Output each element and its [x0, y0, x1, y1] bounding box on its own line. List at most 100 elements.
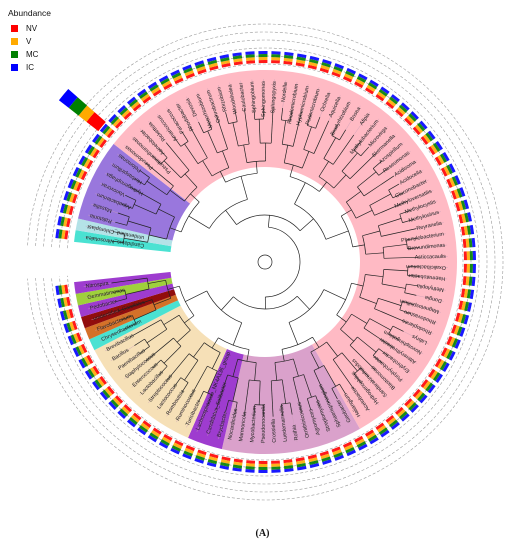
abundance-bar-mc	[171, 72, 182, 79]
branch	[125, 288, 150, 295]
abundance-bar-v	[208, 62, 218, 68]
abundance-bar-nv	[174, 77, 184, 85]
abundance-bar-ic	[334, 454, 345, 461]
branch-arc	[294, 203, 327, 240]
branch	[402, 301, 415, 306]
abundance-bar-ic	[99, 123, 108, 133]
leaf-connector	[375, 133, 396, 154]
abundance-bar-v	[355, 78, 365, 86]
abundance-bar-mc	[81, 357, 89, 368]
abundance-bar-nv	[458, 300, 464, 310]
branch	[318, 161, 329, 177]
abundance-bar-v	[271, 463, 281, 467]
abundance-bar-mc	[399, 411, 408, 420]
leaf-connector	[407, 322, 434, 334]
abundance-bar-mc	[110, 399, 119, 408]
abundance-bar-v	[443, 166, 451, 176]
abundance-bar-v	[121, 109, 131, 118]
abundance-bar-mc	[408, 402, 417, 411]
abundance-bar-ic	[322, 459, 332, 465]
abundance-bar-nv	[258, 60, 268, 64]
abundance-bar-mc	[195, 63, 205, 69]
branch-arc	[178, 314, 191, 331]
abundance-bar-nv	[440, 167, 448, 177]
leaf-connector	[139, 128, 160, 150]
branch	[139, 346, 150, 354]
abundance-bar-ic	[369, 79, 379, 87]
abundance-bar-v	[184, 70, 194, 77]
branch-arc	[353, 367, 362, 375]
branch	[313, 120, 330, 154]
abundance-bar-ic	[232, 52, 242, 57]
leaf-label: Sphingopyxis	[270, 81, 278, 114]
branch-arc	[249, 379, 261, 382]
branch	[365, 252, 384, 255]
abundance-bar-nv	[462, 238, 467, 248]
leaf-connector	[229, 414, 236, 442]
branch-arc	[180, 377, 189, 383]
branch-arc	[349, 336, 358, 346]
branch	[341, 152, 358, 172]
branch	[253, 404, 256, 417]
abundance-bar-nv	[92, 149, 100, 159]
abundance-bar-nv	[460, 226, 466, 236]
branch	[399, 309, 412, 315]
branch	[289, 109, 293, 122]
branch	[363, 327, 395, 349]
abundance-bar-v	[61, 229, 66, 240]
leaf-connector	[413, 211, 441, 220]
leaf-connector	[337, 100, 351, 126]
branch	[312, 337, 320, 348]
branch	[244, 108, 250, 145]
abundance-bar-mc	[94, 135, 103, 145]
abundance-bar-v	[397, 106, 406, 115]
abundance-bar-ic	[59, 311, 66, 321]
branch	[353, 140, 362, 151]
abundance-bar-mc	[160, 439, 170, 447]
abundance-bar-v	[130, 414, 140, 423]
abundance-bar-nv	[451, 324, 457, 334]
branch-arc	[151, 299, 157, 311]
abundance-bar-nv	[64, 230, 69, 240]
branch	[206, 394, 213, 406]
abundance-bar-nv	[364, 429, 374, 437]
branch-arc	[372, 348, 380, 356]
abundance-bar-v	[457, 313, 464, 323]
abundance-bar-nv	[446, 336, 453, 346]
branch	[360, 146, 370, 157]
branch	[189, 365, 208, 398]
branch-arc	[307, 395, 316, 399]
branch	[190, 193, 200, 203]
abundance-bar-nv	[458, 214, 464, 224]
branch	[319, 181, 327, 192]
abundance-bar-v	[414, 124, 423, 134]
branch	[258, 119, 261, 144]
abundance-bar-v	[308, 61, 318, 67]
abundance-bar-ic	[442, 362, 450, 373]
abundance-bar-nv	[446, 178, 453, 188]
abundance-bar-ic	[232, 467, 242, 472]
branch-arc	[124, 290, 128, 299]
branch-arc	[126, 216, 130, 226]
abundance-bar-ic	[284, 51, 294, 56]
abundance-bar-mc	[128, 98, 138, 107]
abundance-bar-v	[130, 101, 140, 110]
leaf-label: Methylopila	[416, 282, 444, 292]
branch	[270, 380, 274, 417]
abundance-bar-ic	[390, 421, 400, 430]
abundance-bar-nv	[404, 117, 413, 126]
branch	[280, 404, 284, 417]
leaf-connector	[117, 353, 141, 371]
branch	[181, 131, 189, 142]
branch	[225, 400, 229, 412]
branch-arc	[204, 342, 221, 353]
leaf-connector	[375, 370, 396, 391]
leaf-connector	[301, 84, 309, 112]
abundance-bar-ic	[55, 285, 60, 296]
branch	[359, 296, 377, 304]
abundance-bar-v	[387, 98, 397, 107]
leaf-label: Reyranella	[416, 221, 442, 232]
abundance-bar-ic	[463, 314, 470, 325]
abundance-bar-v	[271, 57, 281, 61]
abundance-bar-nv	[428, 368, 436, 378]
